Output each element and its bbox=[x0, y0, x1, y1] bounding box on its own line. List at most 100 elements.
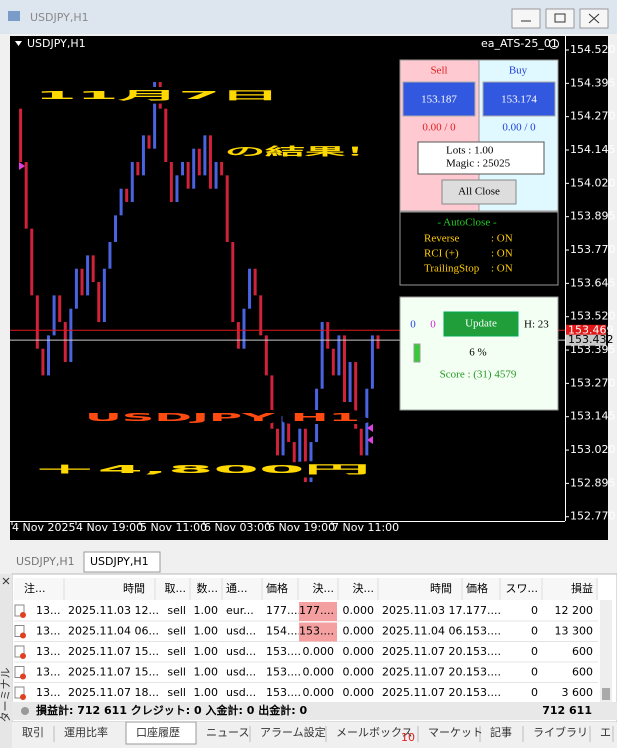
candle bbox=[298, 428, 302, 469]
terminal-tab[interactable]: 口座履歴 bbox=[136, 725, 180, 739]
expert-icon bbox=[549, 39, 559, 49]
sell-price-box[interactable] bbox=[402, 81, 476, 117]
bid-line-box bbox=[566, 324, 606, 336]
row-icon bbox=[14, 666, 25, 678]
terminal-tab[interactable]: アラーム設定 bbox=[260, 725, 326, 739]
column-header[interactable]: 注... bbox=[24, 581, 46, 595]
table-cell: eur... bbox=[226, 604, 254, 617]
chart-tab-bg[interactable] bbox=[83, 551, 161, 573]
overlay-pair: USDJPY H1 bbox=[85, 411, 360, 424]
chart-tab[interactable]: USDJPY,H1 bbox=[90, 555, 149, 568]
candle bbox=[119, 188, 123, 216]
overlay-date: 11月7日 bbox=[35, 89, 280, 102]
row-icon bbox=[14, 625, 25, 637]
minimize-button[interactable] bbox=[511, 8, 541, 29]
table-cell: 2025.11.07 15... bbox=[68, 666, 159, 679]
summary: 損益計: 712 611 クレジット: 0 入金計: 0 出金計: 0 bbox=[36, 703, 307, 717]
autoclose-name: TrailingStop bbox=[424, 263, 480, 275]
terminal-tab[interactable]: エ bbox=[600, 726, 611, 739]
candle bbox=[97, 282, 101, 323]
candle bbox=[253, 268, 257, 296]
candle bbox=[236, 322, 240, 349]
column-header[interactable]: 価格 bbox=[266, 581, 288, 595]
table-cell: sell bbox=[167, 645, 186, 658]
score: Score : (31) 4579 bbox=[440, 369, 517, 381]
update-button[interactable] bbox=[443, 311, 519, 337]
terminal-close[interactable] bbox=[2, 577, 10, 585]
terminal-tab[interactable]: 記事 bbox=[490, 725, 512, 739]
column-header[interactable]: スワ... bbox=[506, 582, 539, 595]
candle bbox=[24, 162, 28, 229]
buy-label: Buy bbox=[509, 65, 528, 77]
restore-button[interactable] bbox=[545, 8, 575, 29]
autoclose-value: : ON bbox=[491, 248, 513, 260]
overlay-profit: ＋4,800円 bbox=[32, 463, 370, 476]
y-tick-label: 153.520 bbox=[570, 310, 616, 323]
terminal-tab[interactable]: 取引 bbox=[22, 725, 44, 739]
column-header[interactable]: 決... bbox=[353, 582, 375, 595]
column-header[interactable]: 時間 bbox=[123, 582, 145, 595]
terminal-tab[interactable]: メールボックス bbox=[336, 726, 413, 739]
candle bbox=[270, 375, 274, 429]
column-header[interactable]: 決... bbox=[313, 582, 335, 595]
column-header[interactable]: 数... bbox=[197, 582, 219, 595]
candle bbox=[315, 388, 319, 443]
candle bbox=[326, 322, 330, 349]
terminal-tab[interactable]: マーケット bbox=[428, 726, 483, 739]
progress-bar bbox=[413, 343, 421, 363]
sell-pl: 0.00 / 0 bbox=[422, 122, 456, 134]
candle bbox=[275, 428, 279, 456]
candle bbox=[292, 442, 296, 469]
column-header[interactable]: 通... bbox=[226, 582, 248, 595]
terminal-tab-bg[interactable] bbox=[125, 721, 197, 745]
terminal-tab[interactable]: ライブラリ bbox=[533, 725, 588, 739]
window-icon bbox=[8, 11, 20, 21]
candle bbox=[19, 108, 23, 163]
y-tick-label: 153.895 bbox=[570, 210, 616, 223]
candle bbox=[153, 82, 157, 149]
y-tick-label: 153.770 bbox=[570, 243, 616, 256]
table-cell: 2025.11.07 20... bbox=[382, 686, 473, 699]
column-header[interactable]: 損益 bbox=[571, 581, 593, 595]
table-cell: 13 300 bbox=[555, 625, 594, 638]
candle bbox=[164, 108, 168, 163]
column-header[interactable]: 価格 bbox=[466, 581, 488, 595]
autoclose-panel bbox=[399, 211, 559, 286]
scroll-thumb[interactable] bbox=[602, 688, 610, 700]
candle bbox=[35, 295, 39, 349]
ask-line-box bbox=[566, 334, 606, 346]
candle bbox=[348, 362, 352, 403]
buy-price-box[interactable] bbox=[482, 81, 556, 117]
expert-name: ea_ATS-25_01 bbox=[481, 37, 558, 50]
candle bbox=[214, 162, 218, 189]
table-cell: 1.00 bbox=[194, 686, 219, 699]
table-cell: usd... bbox=[226, 625, 256, 638]
candle bbox=[359, 428, 363, 456]
row-icon bbox=[14, 604, 25, 617]
all-close-button[interactable] bbox=[441, 179, 517, 205]
terminal-tab[interactable]: ニュース bbox=[206, 726, 249, 739]
terminal-side bbox=[0, 574, 12, 748]
y-tick-label: 152.895 bbox=[570, 476, 616, 489]
terminal-tab[interactable]: 運用比率 bbox=[64, 725, 108, 739]
candle bbox=[281, 415, 285, 456]
close-icon bbox=[588, 13, 600, 24]
column-header[interactable]: 時間 bbox=[430, 582, 452, 595]
column-header[interactable]: 取... bbox=[165, 582, 187, 595]
table-cell: 13... bbox=[36, 666, 61, 679]
candle bbox=[47, 335, 51, 376]
chart-tab[interactable]: USDJPY,H1 bbox=[16, 555, 75, 568]
row-icon bbox=[14, 645, 25, 658]
table-cell: usd... bbox=[226, 686, 256, 699]
table-cell: usd... bbox=[226, 666, 256, 679]
y-tick-label: 152.770 bbox=[570, 510, 616, 523]
candle bbox=[102, 268, 106, 323]
candle bbox=[91, 255, 95, 283]
lots-box bbox=[417, 141, 545, 175]
candle bbox=[130, 162, 134, 203]
lots: Lots : 1.00 bbox=[446, 145, 494, 157]
candle bbox=[141, 135, 145, 176]
candle bbox=[175, 175, 179, 203]
symbol-menu[interactable] bbox=[15, 41, 22, 46]
